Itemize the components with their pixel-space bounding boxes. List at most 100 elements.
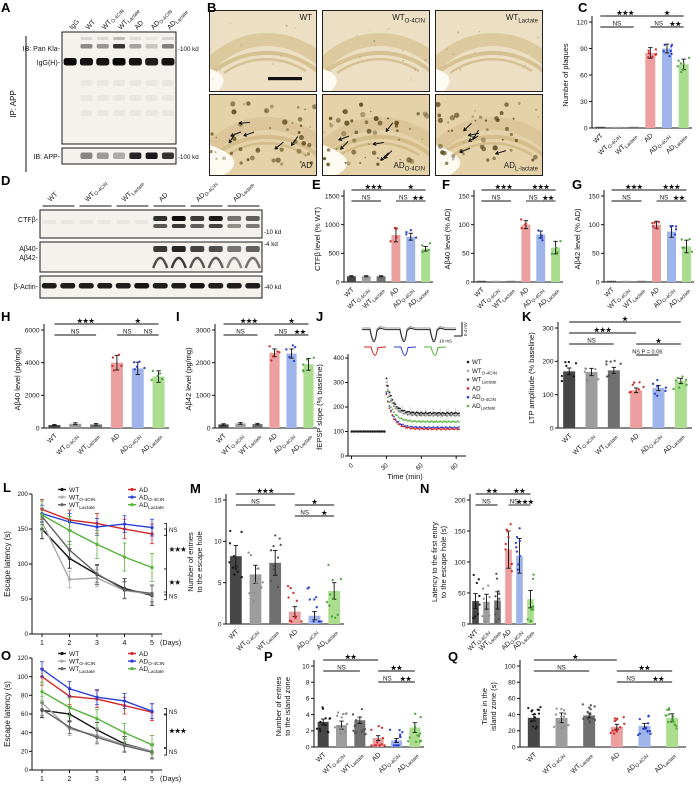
data-point <box>252 599 256 603</box>
data-point <box>670 45 673 48</box>
data-point <box>613 719 616 723</box>
svg-text:WT: WT <box>472 359 482 366</box>
bar <box>491 280 501 282</box>
data-point <box>336 711 340 714</box>
data-point <box>609 731 612 735</box>
svg-text:AD: AD <box>288 628 300 640</box>
histology-label: WTLactate <box>505 13 538 25</box>
data-point <box>537 229 540 232</box>
data-point <box>560 715 563 718</box>
svg-text:ADO-4CIN: ADO-4CIN <box>139 659 165 668</box>
svg-text:ADO-4CIN: ADO-4CIN <box>472 394 496 402</box>
bar <box>229 556 242 624</box>
svg-text:ADLactate: ADLactate <box>232 180 256 204</box>
data-point <box>228 561 231 564</box>
histology-image <box>210 11 316 91</box>
svg-text:150: 150 <box>458 193 469 200</box>
data-point <box>583 370 587 373</box>
bar <box>336 725 347 747</box>
svg-text:★★: ★★ <box>514 487 527 495</box>
svg-text:90: 90 <box>450 462 460 472</box>
data-point <box>495 572 498 575</box>
data-point <box>586 710 589 714</box>
svg-text:★★★: ★★★ <box>77 317 96 325</box>
svg-text:★★: ★★ <box>542 194 555 202</box>
svg-text:CTFβ-: CTFβ- <box>18 217 39 224</box>
bar <box>131 368 144 428</box>
data-point <box>589 708 592 711</box>
data-point <box>361 729 365 732</box>
data-point <box>670 52 673 56</box>
histology-ad-lactate: ADL-lactate <box>435 94 543 176</box>
histology-label: WTO-4CIN <box>392 13 425 25</box>
data-point <box>586 718 589 721</box>
svg-text:5: 5 <box>150 776 154 783</box>
data-point <box>609 360 612 363</box>
data-point <box>270 359 273 362</box>
data-point <box>638 732 641 735</box>
data-point <box>647 56 650 59</box>
svg-text:10: 10 <box>302 663 310 670</box>
panel-label-h: H <box>1 309 11 324</box>
svg-text:★★★: ★★★ <box>240 317 259 325</box>
svg-text:200: 200 <box>333 404 344 411</box>
bar <box>645 52 656 128</box>
data-point <box>648 729 652 733</box>
data-point <box>676 65 679 68</box>
svg-text:4: 4 <box>123 640 127 647</box>
data-point <box>524 223 527 226</box>
data-point <box>318 727 321 731</box>
data-point <box>656 385 659 388</box>
svg-text:2000: 2000 <box>196 360 211 367</box>
data-point <box>533 712 536 716</box>
svg-text:WT: WT <box>228 628 240 640</box>
bar <box>406 236 416 282</box>
svg-text:IP: APP: IP: APP <box>9 90 18 118</box>
histology-image <box>323 95 429 175</box>
data-point <box>328 604 331 607</box>
data-point <box>642 727 645 731</box>
data-point <box>638 717 641 721</box>
svg-text:30: 30 <box>580 99 588 106</box>
svg-text:IB: APP-: IB: APP- <box>34 154 61 161</box>
svg-text:ADO-4CIN: ADO-4CIN <box>139 495 165 504</box>
svg-text:★★★: ★★★ <box>625 183 644 191</box>
svg-text:★: ★ <box>135 317 142 325</box>
svg-text:AD: AD <box>139 651 148 658</box>
data-point <box>518 539 521 543</box>
data-point <box>476 612 480 616</box>
data-point <box>413 726 417 729</box>
data-point <box>553 725 556 728</box>
data-point <box>373 744 376 747</box>
data-point <box>510 562 513 566</box>
data-point <box>247 551 250 554</box>
data-point <box>657 220 660 224</box>
svg-text:(Days): (Days) <box>160 638 181 647</box>
bar <box>536 234 546 282</box>
data-point <box>331 578 334 582</box>
svg-text:★★: ★★ <box>670 20 683 28</box>
svg-text:NS: NS <box>300 510 309 517</box>
bar <box>409 727 421 747</box>
data-point <box>497 590 500 593</box>
data-point <box>419 716 422 719</box>
data-point <box>488 614 491 617</box>
svg-text:WT: WT <box>69 651 79 658</box>
svg-text:island zone (s): island zone (s) <box>489 682 498 731</box>
data-point <box>495 577 499 580</box>
panel-label-q: Q <box>448 649 459 664</box>
data-point <box>315 606 318 609</box>
svg-text:NS: NS <box>169 750 177 756</box>
svg-text:0: 0 <box>462 621 466 628</box>
data-point <box>240 530 243 534</box>
data-point <box>160 377 164 381</box>
bar <box>506 280 516 282</box>
bar <box>69 423 82 428</box>
data-point <box>520 218 523 221</box>
svg-text:ADLactate: ADLactate <box>396 751 420 775</box>
data-point <box>418 732 422 735</box>
data-point <box>567 360 571 364</box>
data-point <box>616 717 619 720</box>
data-point <box>414 236 418 239</box>
data-point <box>541 239 544 242</box>
